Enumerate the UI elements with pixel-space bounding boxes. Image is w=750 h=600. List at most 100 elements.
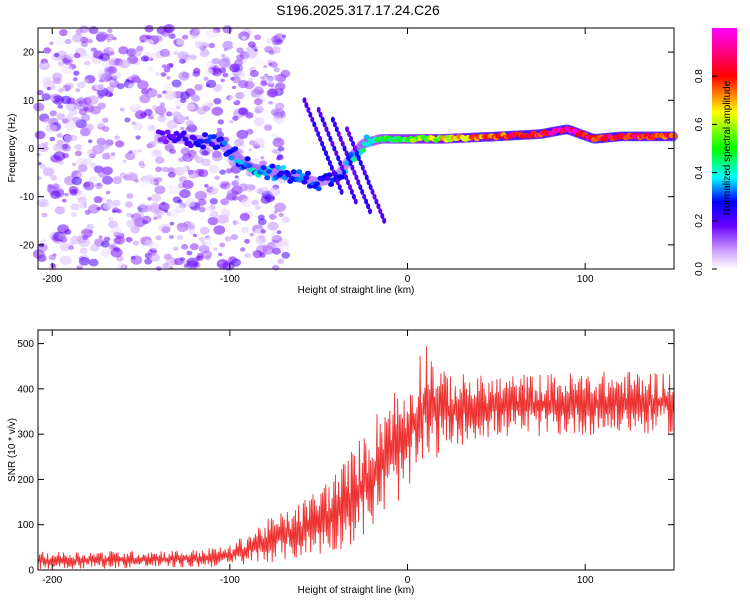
spectral-streak-point <box>338 160 343 166</box>
spectral-noise-blob <box>220 78 225 83</box>
spectral-noise-blob <box>231 85 237 90</box>
spectral-noise-blob <box>108 220 118 229</box>
spectral-streak-point <box>362 193 367 200</box>
spectral-noise-blob <box>71 176 83 186</box>
spectral-streak-point <box>350 164 355 171</box>
spectral-ridge-point <box>180 130 187 136</box>
spectral-noise-blob <box>174 205 185 213</box>
snr-x-tick-label: -200 <box>42 575 62 586</box>
spectral-noise-blob <box>167 167 176 174</box>
spectral-streak-point <box>342 145 347 152</box>
spectral-noise-blob <box>103 46 108 50</box>
spectral-noise-blob <box>102 167 107 171</box>
spectral-noise-blob <box>192 70 201 77</box>
spectral-ridge-point <box>269 163 276 169</box>
spectral-noise-blob <box>204 255 211 261</box>
snr-x-tick-label: 100 <box>577 575 594 586</box>
spectral-ridge-point <box>290 169 297 175</box>
snr-y-tick-label: 500 <box>17 339 34 350</box>
spectral-noise-blob <box>175 38 185 46</box>
spectral-streak-point <box>345 126 350 133</box>
spectral-ridge-point <box>301 179 308 185</box>
spectral-noise-blob <box>125 236 133 243</box>
spectral-noise-blob <box>211 58 220 65</box>
spectral-streak-point <box>344 174 349 181</box>
spectral-noise-blob <box>75 88 81 92</box>
spectral-ridge-point <box>210 134 217 140</box>
spectral-noise-blob <box>229 256 235 261</box>
spectral-noise-blob <box>197 198 207 206</box>
spectral-noise-blob <box>218 261 223 265</box>
spectral-noise-blob <box>172 196 182 204</box>
spectral-noise-blob <box>126 219 137 228</box>
spectral-noise-blob <box>111 209 117 213</box>
spectral-noise-blob <box>198 206 206 213</box>
spectral-noise-blob <box>166 76 171 80</box>
spectral-noise-blob <box>204 236 216 246</box>
spectral-streak-point <box>328 135 333 142</box>
spectral-noise-blob <box>56 177 62 182</box>
spectral-noise-blob <box>274 116 285 125</box>
spectral-ridge-point <box>313 181 320 187</box>
spectral-noise-blob <box>238 107 249 116</box>
spectral-noise-blob <box>155 235 162 241</box>
spectral-noise-blob <box>266 38 273 44</box>
spectral-noise-blob <box>61 118 66 123</box>
spectral-noise-blob <box>76 172 85 179</box>
spectral-streak-point <box>335 179 340 186</box>
spectral-noise-blob <box>220 208 231 216</box>
spectral-noise-blob <box>72 116 81 124</box>
spectral-noise-blob <box>54 206 65 215</box>
spectral-noise-blob <box>262 244 270 251</box>
spectral-ridge-point <box>274 165 281 170</box>
spectral-noise-blob <box>52 95 64 105</box>
spectral-noise-blob <box>139 94 151 104</box>
spectral-noise-blob <box>250 140 258 147</box>
spectral-noise-blob <box>64 121 77 131</box>
spectral-streak-point <box>331 169 336 176</box>
spectral-noise-blob <box>269 61 278 68</box>
spectral-noise-blob <box>93 50 104 59</box>
spectral-noise-blob <box>34 130 46 140</box>
spectral-noise-blob <box>114 135 120 140</box>
spectral-streak-point <box>330 116 335 123</box>
spectral-streak-point <box>329 164 334 171</box>
spectral-noise-blob <box>160 72 167 77</box>
spectral-noise-blob <box>192 172 198 178</box>
spectral-streak-point <box>364 198 369 205</box>
spectral-noise-blob <box>88 258 99 267</box>
spectral-noise-blob <box>103 202 113 210</box>
spectrogram-y-tick-label: -10 <box>20 192 35 203</box>
spectral-streak-point <box>366 203 371 210</box>
spectral-streak-point <box>324 126 329 133</box>
spectral-noise-blob <box>262 109 274 119</box>
spectral-noise-blob <box>230 234 239 240</box>
spectral-noise-blob <box>232 115 239 121</box>
spectral-ridge-point <box>162 139 169 145</box>
spectral-noise-blob <box>68 245 75 251</box>
spectral-noise-blob <box>130 149 138 156</box>
spectral-noise-blob <box>132 240 140 246</box>
spectral-ridge-point <box>303 175 310 181</box>
figure-title: S196.2025.317.17.24.C26 <box>276 2 440 18</box>
spectral-noise-blob <box>59 29 68 37</box>
spectral-noise-blob <box>193 27 201 33</box>
spectral-noise-blob <box>268 100 273 105</box>
spectral-noise-blob <box>270 196 275 200</box>
spectral-noise-blob <box>119 107 125 112</box>
spectral-noise-blob <box>244 80 255 90</box>
spectral-noise-blob <box>154 185 166 195</box>
spectral-noise-blob <box>33 102 45 112</box>
spectral-noise-blob <box>178 71 190 81</box>
spectral-noise-blob <box>176 234 184 240</box>
spectral-noise-blob <box>254 189 259 193</box>
snr-y-tick-label: 400 <box>17 384 34 395</box>
spectral-noise-blob <box>230 258 241 267</box>
spectral-noise-blob <box>180 147 190 155</box>
spectral-streak-point <box>356 155 361 162</box>
spectral-noise-blob <box>180 98 187 104</box>
spectral-noise-blob <box>155 156 165 164</box>
spectral-noise-blob <box>168 185 180 194</box>
spectral-ridge-point <box>360 147 367 153</box>
spectral-noise-blob <box>134 110 147 120</box>
